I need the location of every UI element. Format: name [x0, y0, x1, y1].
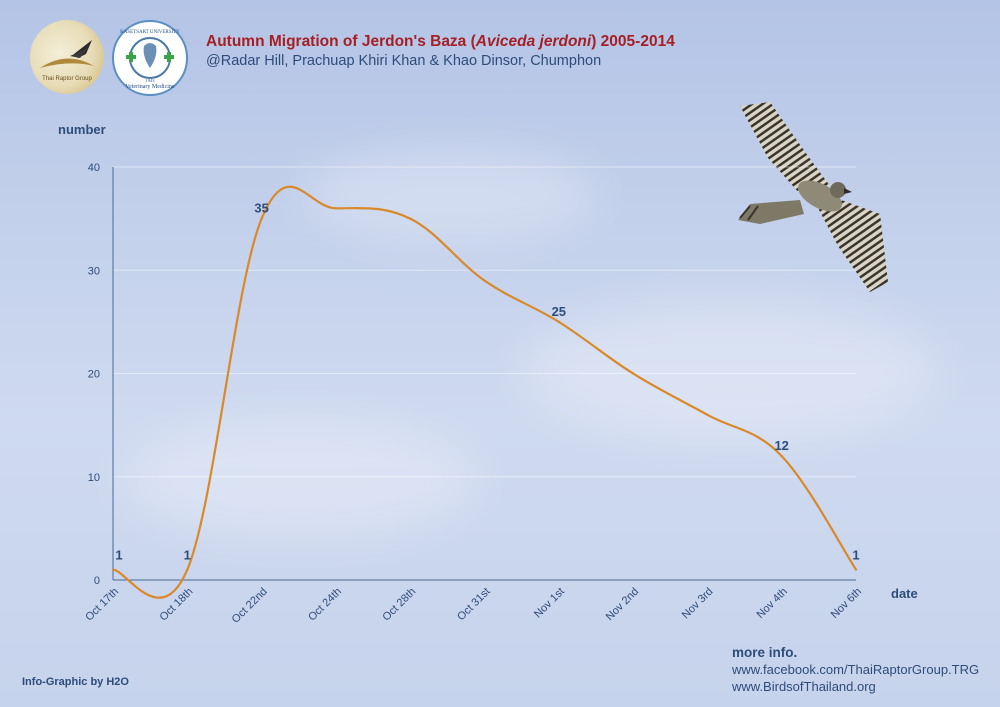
- data-point: [334, 207, 338, 210]
- svg-text:KASETSART UNIVERSITY: KASETSART UNIVERSITY: [120, 30, 180, 35]
- facebook-link[interactable]: www.facebook.com/ThaiRaptorGroup.TRG: [732, 662, 980, 677]
- baza-bird-illustration: [738, 102, 888, 292]
- x-tick-label: Nov 4th: [755, 586, 790, 621]
- data-point: [631, 372, 635, 375]
- x-axis-title: date: [891, 586, 918, 601]
- x-tick-label: Oct 24th: [306, 586, 344, 624]
- y-tick-label: 20: [88, 369, 100, 381]
- chart-title: Autumn Migration of Jerdon's Baza (Avice…: [206, 33, 675, 50]
- species-name: Aviceda jerdoni: [475, 33, 592, 50]
- x-tick-label: Nov 2nd: [604, 586, 641, 623]
- data-point: [483, 279, 486, 282]
- cloud-decoration: [300, 150, 600, 240]
- svg-text:Veterinary Medicine: Veterinary Medicine: [125, 84, 174, 90]
- y-axis-title: number: [58, 122, 106, 137]
- y-tick-label: 30: [88, 265, 100, 277]
- data-point: [186, 568, 189, 571]
- data-point: [706, 413, 709, 416]
- x-tick-label: Oct 31st: [455, 586, 492, 623]
- data-label: 1: [852, 548, 859, 563]
- y-tick-label: 40: [88, 162, 100, 174]
- data-point: [557, 320, 560, 324]
- x-tick-label: Nov 1st: [532, 586, 567, 621]
- x-tick-label: Oct 22nd: [230, 586, 270, 626]
- data-label: 12: [774, 438, 788, 453]
- more-info-block: more info. www.facebook.com/ThaiRaptorGr…: [732, 644, 979, 695]
- data-label: 1: [115, 548, 122, 563]
- y-tick-label: 10: [88, 472, 100, 484]
- data-point: [854, 568, 858, 571]
- svg-text:Thai Raptor Group: Thai Raptor Group: [42, 76, 92, 82]
- infographic-credit: Info-Graphic by H2O: [22, 676, 129, 688]
- data-point: [260, 217, 263, 220]
- website-link[interactable]: www.BirdsofThailand.org: [732, 679, 876, 694]
- series-line: [112, 185, 857, 599]
- y-tick-label: 0: [94, 575, 100, 587]
- data-label: 1: [184, 548, 191, 563]
- chart-subtitle: @Radar Hill, Prachuap Khiri Khan & Khao …: [206, 53, 602, 69]
- x-tick-label: Nov 3rd: [680, 586, 716, 622]
- thai-raptor-group-logo: Thai Raptor Group: [30, 20, 104, 94]
- svg-text:1943: 1943: [146, 78, 156, 83]
- data-point: [780, 454, 783, 458]
- x-tick-label: Nov 6th: [829, 586, 864, 621]
- kasetsart-vet-logo: KASETSART UNIVERSITY Veterinary Medicine…: [112, 20, 188, 96]
- x-tick-label: Oct 18th: [158, 586, 196, 624]
- cloud-decoration: [120, 420, 480, 540]
- data-point: [111, 568, 115, 571]
- x-tick-label: Oct 17th: [83, 586, 121, 624]
- data-point: [409, 217, 412, 220]
- more-info-title: more info.: [732, 645, 798, 660]
- cloud-decoration: [520, 300, 940, 440]
- data-label: 25: [552, 304, 566, 319]
- x-tick-label: Oct 28th: [380, 586, 418, 624]
- data-label: 35: [254, 201, 268, 216]
